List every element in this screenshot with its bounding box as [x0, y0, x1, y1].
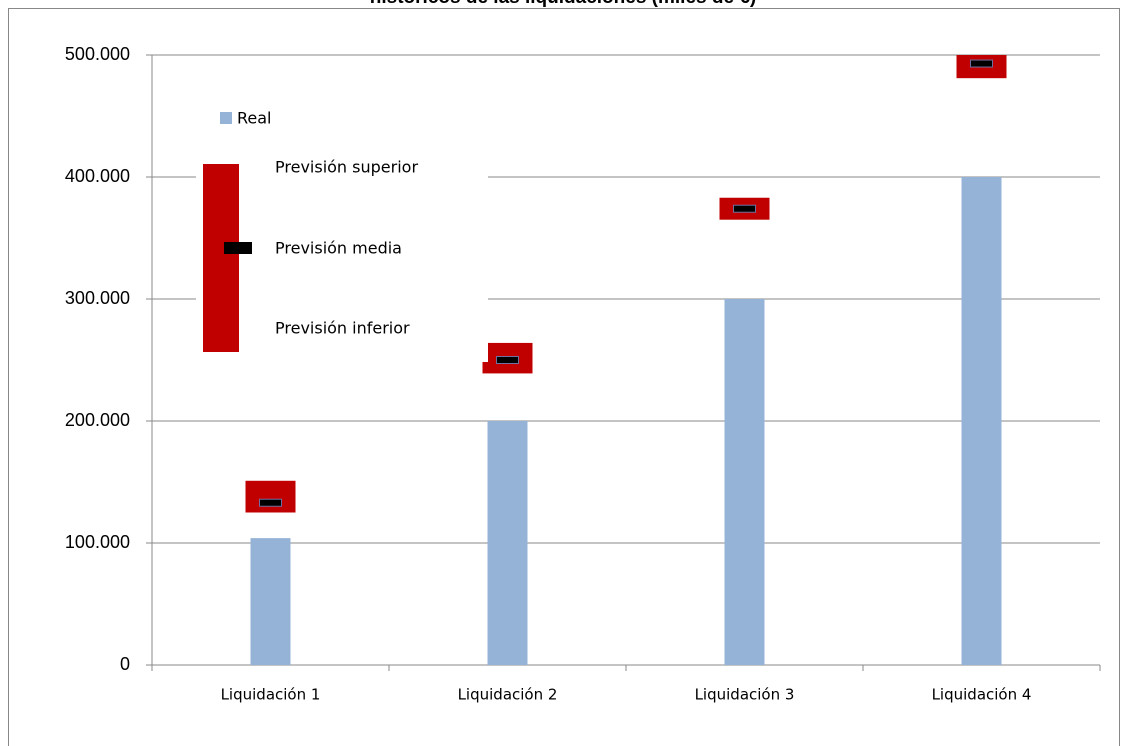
y-tick-label: 500.000	[65, 44, 130, 64]
legend-box	[196, 100, 488, 362]
legend-label: Real	[237, 109, 272, 128]
legend-label: Previsión superior	[275, 158, 418, 177]
legend-label: Previsión inferior	[275, 319, 410, 338]
bar	[961, 177, 1002, 665]
y-tick-label: 200.000	[65, 410, 130, 430]
forecast-mid	[259, 498, 282, 507]
forecast-range	[245, 480, 296, 513]
y-tick-label: 300.000	[65, 288, 130, 308]
y-tick-label: 400.000	[65, 166, 130, 186]
legend-swatch	[220, 112, 232, 124]
legend-swatch	[224, 242, 252, 254]
forecast-mid	[496, 356, 519, 364]
bar	[724, 299, 765, 665]
legend-swatch	[203, 164, 239, 352]
bar	[487, 421, 528, 665]
forecast-mid	[970, 59, 993, 68]
chart-frame	[8, 8, 1120, 746]
forecast-mid	[733, 204, 756, 213]
x-tick-label: Liquidación 1	[221, 686, 321, 704]
chart-title: históricos de las liquidaciones (miles d…	[370, 0, 756, 8]
bar	[250, 538, 291, 665]
y-tick-label: 100.000	[65, 532, 130, 552]
x-tick-label: Liquidación 3	[695, 686, 795, 704]
legend-label: Previsión media	[275, 239, 402, 258]
x-tick-label: Liquidación 2	[458, 686, 558, 704]
y-tick-label: 0	[120, 654, 130, 674]
x-tick-label: Liquidación 4	[932, 686, 1032, 704]
